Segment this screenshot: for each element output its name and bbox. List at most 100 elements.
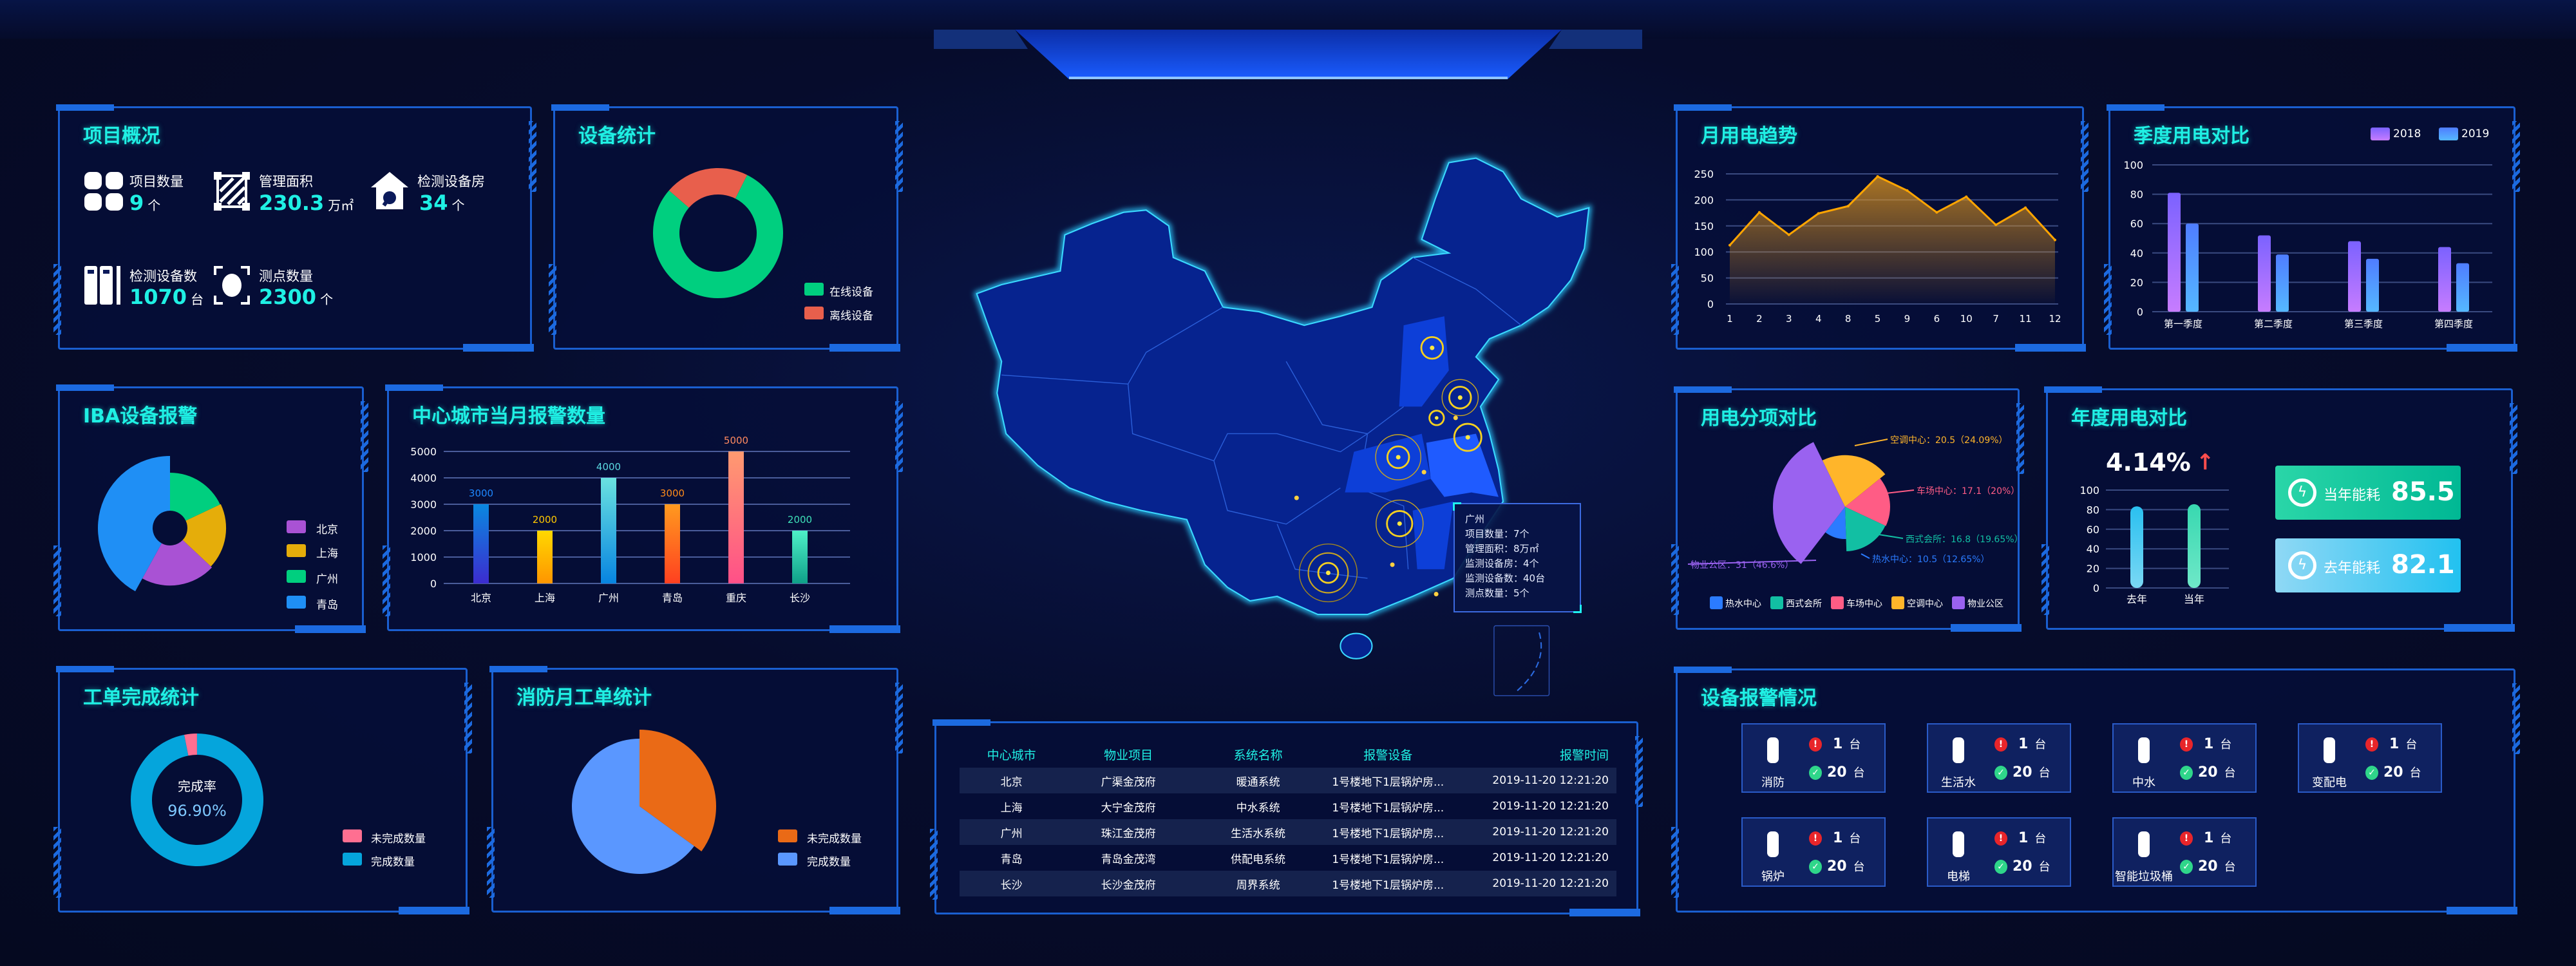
count-value: 1 bbox=[2389, 736, 2400, 752]
subitem-panel: 用电分项对比 bbox=[1671, 386, 2024, 632]
table-cell: 1号楼地下1层锅炉房... bbox=[1332, 853, 1444, 866]
table-row[interactable]: 上海 大宁金茂府 中水系统 1号楼地下1层锅炉房... 2019-11-20 12:21… bbox=[960, 793, 1616, 819]
frame-stripe bbox=[487, 827, 495, 898]
legend-label[interactable]: 在线设备 bbox=[829, 286, 873, 299]
house-wrench-icon bbox=[371, 172, 408, 209]
column-header[interactable]: 物业项目 bbox=[1104, 748, 1153, 762]
table-cell: 周界系统 bbox=[1236, 878, 1280, 892]
count-value: 20 bbox=[2383, 764, 2403, 781]
city-markers[interactable] bbox=[1294, 336, 1482, 603]
column-header[interactable]: 中心城市 bbox=[987, 748, 1036, 762]
tooltip-line: 监测设备房：4个 bbox=[1465, 558, 1539, 569]
legend-swatch bbox=[287, 544, 306, 557]
frame-stripe bbox=[895, 401, 903, 472]
table-cell: 1号楼地下1层锅炉房... bbox=[1332, 827, 1444, 840]
legend-label[interactable]: 未完成数量 bbox=[807, 833, 862, 846]
highlight-province-henan[interactable] bbox=[1345, 433, 1431, 493]
table-cell: 大宁金茂府 bbox=[1101, 801, 1156, 815]
check-icon: ✓ bbox=[2365, 766, 2378, 780]
panel-title: 年度用电对比 bbox=[2071, 407, 2187, 430]
value-unit: 个 bbox=[320, 292, 334, 307]
panel-title: 消防月工单统计 bbox=[516, 687, 652, 709]
equipment-name: 变配电 bbox=[2312, 776, 2347, 790]
legend-label[interactable]: 完成数量 bbox=[807, 856, 851, 869]
frame-stripe bbox=[1671, 264, 1679, 335]
monthly-panel: 月用电趋势 bbox=[1671, 104, 2088, 352]
overview-value: 1070 台 bbox=[129, 285, 204, 309]
highlight-province-anhui[interactable] bbox=[1426, 433, 1499, 497]
table-cell: 供配电系统 bbox=[1231, 853, 1286, 866]
legend-label[interactable]: 广州 bbox=[316, 573, 338, 586]
normal-count: 20 台 bbox=[2012, 764, 2050, 781]
table-cell: 青岛金茂湾 bbox=[1101, 853, 1156, 866]
frame-stripe bbox=[895, 683, 903, 753]
legend-label[interactable]: 未完成数量 bbox=[371, 833, 426, 846]
annual-change: 4.14% bbox=[2106, 448, 2191, 477]
reclaimed-water-icon bbox=[2138, 737, 2150, 763]
city-marker bbox=[1376, 499, 1424, 548]
normal-count: 20 台 bbox=[1827, 858, 1865, 875]
legend-label[interactable]: 离线设备 bbox=[829, 310, 873, 323]
table-row[interactable]: 长沙 长沙金茂府 周界系统 1号楼地下1层锅炉房... 2019-11-20 12:21… bbox=[960, 871, 1616, 896]
value-number: 1070 bbox=[129, 285, 187, 309]
energy-card-last-year: ϟ 去年能耗 82.1 bbox=[2275, 538, 2461, 592]
count-unit: 台 bbox=[2224, 766, 2236, 780]
province-borders bbox=[1001, 257, 1522, 579]
legend-label[interactable]: 2019 bbox=[2461, 128, 2490, 140]
column-header[interactable]: 系统名称 bbox=[1233, 748, 1283, 762]
city-marker bbox=[1375, 434, 1421, 480]
city-dot bbox=[1294, 495, 1299, 500]
legend-label[interactable]: 2018 bbox=[2393, 128, 2421, 140]
tooltip-line: 监测设备数：40台 bbox=[1465, 573, 1546, 584]
energy-value: 82.1 bbox=[2391, 550, 2455, 580]
panel-title: 设备统计 bbox=[578, 125, 656, 147]
frame-stripe bbox=[53, 545, 61, 616]
count-unit: 台 bbox=[2034, 738, 2047, 752]
legend-label[interactable]: 北京 bbox=[316, 524, 338, 536]
iba-alarm-panel: IBA设备报警 bbox=[53, 384, 368, 633]
overview-label: 检测设备房 bbox=[417, 174, 485, 189]
count-unit: 台 bbox=[1853, 766, 1865, 780]
legend-swatch bbox=[343, 853, 362, 866]
table-header: 中心城市 物业项目 系统名称 报警设备 报警时间 bbox=[960, 741, 1616, 768]
count-unit: 台 bbox=[2038, 766, 2050, 780]
table-cell: 2019-11-20 12:21:20 bbox=[1492, 774, 1609, 787]
energy-card-current: ϟ 当年能耗 85.5 bbox=[2275, 466, 2461, 520]
frame-stripe bbox=[53, 827, 61, 898]
legend-label[interactable]: 完成数量 bbox=[371, 856, 415, 869]
table-row[interactable]: 北京 广渠金茂府 暖通系统 1号楼地下1层锅炉房... 2019-11-20 12:21… bbox=[960, 768, 1616, 793]
count-unit: 台 bbox=[2405, 738, 2418, 752]
column-header[interactable]: 报警设备 bbox=[1363, 748, 1413, 762]
count-unit: 台 bbox=[2220, 832, 2232, 846]
legend-swatch bbox=[804, 283, 824, 296]
equipment-name: 生活水 bbox=[1941, 776, 1976, 790]
table-cell: 中水系统 bbox=[1236, 801, 1280, 815]
frame-stripe bbox=[2081, 121, 2088, 192]
table-row[interactable]: 广州 珠江金茂府 生活水系统 1号楼地下1层锅炉房... 2019-11-20 12:2… bbox=[960, 819, 1616, 845]
legend-label[interactable]: 青岛 bbox=[316, 599, 338, 612]
count-value: 20 bbox=[1827, 858, 1847, 875]
table-row[interactable]: 青岛 青岛金茂湾 供配电系统 1号楼地下1层锅炉房... 2019-11-20 12:2… bbox=[960, 845, 1616, 871]
alarm-icon: ! bbox=[1994, 737, 2007, 752]
normal-count: 20 台 bbox=[2198, 764, 2236, 781]
china-map[interactable] bbox=[934, 0, 1642, 708]
count-value: 20 bbox=[2198, 858, 2218, 875]
table-cell: 2019-11-20 12:21:20 bbox=[1492, 877, 1609, 890]
table-cell: 上海 bbox=[1000, 801, 1023, 815]
column-header[interactable]: 报警时间 bbox=[1559, 748, 1609, 762]
legend-label[interactable]: 上海 bbox=[316, 547, 338, 560]
trash-bin-icon bbox=[2138, 831, 2150, 857]
value-number: 9 bbox=[129, 191, 144, 215]
